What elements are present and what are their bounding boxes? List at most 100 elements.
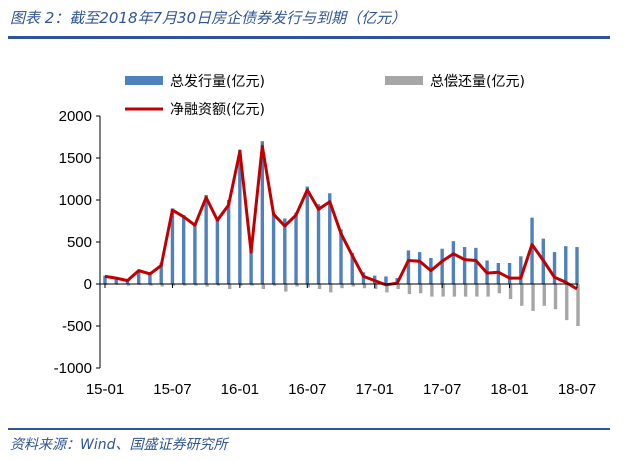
repay-bar — [374, 284, 378, 290]
issue-bar — [193, 223, 197, 284]
repay-bar — [351, 284, 355, 287]
issue-bar — [204, 194, 208, 284]
repay-bar — [430, 284, 434, 297]
legend: 总发行量(亿元) 总偿还量(亿元) 净融资额(亿元) — [125, 74, 525, 118]
legend-swatch-issue — [125, 76, 163, 85]
repay-bar — [216, 284, 221, 286]
axis-layer: 2000 1500 1000 500 0 -500 -1000 15-01 15-07 16-01… — [54, 108, 597, 398]
issue-bar — [384, 276, 388, 284]
repay-bar — [182, 284, 187, 286]
y-tick-label: 500 — [67, 234, 92, 251]
issue-bar — [159, 263, 163, 284]
repay-bar — [520, 284, 524, 306]
issue-bar — [564, 246, 568, 284]
repay-bar — [171, 284, 176, 286]
chart-title: 图表 2：截至2018年7月30日房企债券发行与到期（亿元） — [10, 9, 407, 27]
issue-bar — [507, 263, 512, 284]
repay-bar — [250, 284, 254, 286]
issue-bar — [271, 212, 276, 284]
repay-bar — [194, 284, 198, 286]
issue-bar — [350, 252, 354, 284]
line-layer — [104, 144, 578, 291]
repay-bar — [553, 284, 558, 310]
repay-bar — [160, 284, 164, 287]
issue-bar — [181, 215, 186, 284]
issue-bar — [260, 141, 265, 284]
x-tick-label: 16-07 — [288, 381, 326, 398]
issue-bar — [406, 250, 411, 284]
x-tick-label: 18-07 — [558, 381, 596, 398]
source-divider — [8, 428, 610, 430]
repay-bar — [463, 284, 468, 297]
repay-bar — [576, 284, 580, 326]
repay-bar — [261, 284, 266, 290]
issue-bar — [552, 252, 557, 284]
issue-bar — [103, 275, 107, 284]
repay-bar — [126, 284, 131, 286]
repay-bar — [362, 284, 367, 289]
repay-bar — [531, 284, 535, 311]
repay-bar — [284, 284, 288, 292]
source-note: 资料来源：Wind、国盛证券研究所 — [10, 437, 228, 453]
repay-bar — [475, 284, 479, 297]
repay-bar — [407, 284, 412, 295]
issue-bar — [519, 256, 523, 284]
issue-bar — [294, 212, 298, 284]
y-tick-label: 1500 — [59, 150, 92, 167]
issue-bar — [215, 218, 220, 284]
x-tick-label: 17-07 — [423, 381, 461, 398]
issue-bar — [316, 204, 321, 284]
repay-bar — [565, 284, 569, 321]
issue-bar — [440, 248, 444, 284]
issue-bar — [114, 277, 118, 284]
x-tick-label: 17-01 — [356, 381, 394, 398]
net-financing-line — [104, 144, 578, 291]
repay-bar — [542, 284, 546, 306]
repay-bar — [385, 284, 389, 293]
y-tick-label: 1000 — [59, 192, 92, 209]
repay-bar — [329, 284, 333, 293]
repay-bar — [508, 284, 513, 300]
legend-label-repay: 总偿还量(亿元) — [430, 74, 525, 90]
y-tick-label: -500 — [62, 318, 92, 335]
repay-bar — [340, 284, 344, 289]
issue-bar — [170, 208, 175, 284]
issue-bar — [417, 252, 422, 284]
issue-bar — [137, 269, 141, 284]
repay-bar — [149, 284, 153, 286]
repay-bar — [486, 284, 490, 297]
legend-swatch-repay — [385, 76, 423, 85]
title-divider — [8, 36, 610, 39]
y-tick-label: 0 — [84, 276, 92, 293]
issue-bar — [451, 241, 456, 284]
y-tick-label: -1000 — [54, 360, 92, 377]
repay-bar — [272, 284, 277, 286]
issue-bar — [462, 247, 467, 284]
x-tick-label: 16-01 — [221, 381, 259, 398]
issue-bar — [339, 229, 343, 284]
issue-bar — [530, 217, 534, 284]
issue-bar — [328, 193, 332, 284]
issue-bar — [305, 186, 309, 284]
repay-bar — [441, 284, 445, 297]
issue-bar — [283, 218, 287, 284]
legend-label-net: 净融资额(亿元) — [170, 102, 265, 118]
repay-bar — [497, 284, 502, 294]
repay-bar — [227, 284, 232, 290]
repay-bar — [306, 284, 310, 288]
repay-bar — [418, 284, 423, 294]
x-tick-label: 15-07 — [153, 381, 191, 398]
repay-bar — [452, 284, 457, 297]
repay-bar — [239, 284, 243, 286]
issue-bar — [249, 250, 253, 284]
x-tick-label: 18-01 — [490, 381, 528, 398]
issue-bar — [361, 272, 366, 284]
repay-bar — [396, 284, 400, 290]
issue-bar — [148, 272, 152, 284]
issue-bar — [226, 200, 231, 284]
y-tick-label: 2000 — [59, 108, 92, 125]
repay-bar — [205, 284, 209, 287]
issue-bar — [238, 149, 242, 284]
issue-bar — [474, 247, 478, 284]
